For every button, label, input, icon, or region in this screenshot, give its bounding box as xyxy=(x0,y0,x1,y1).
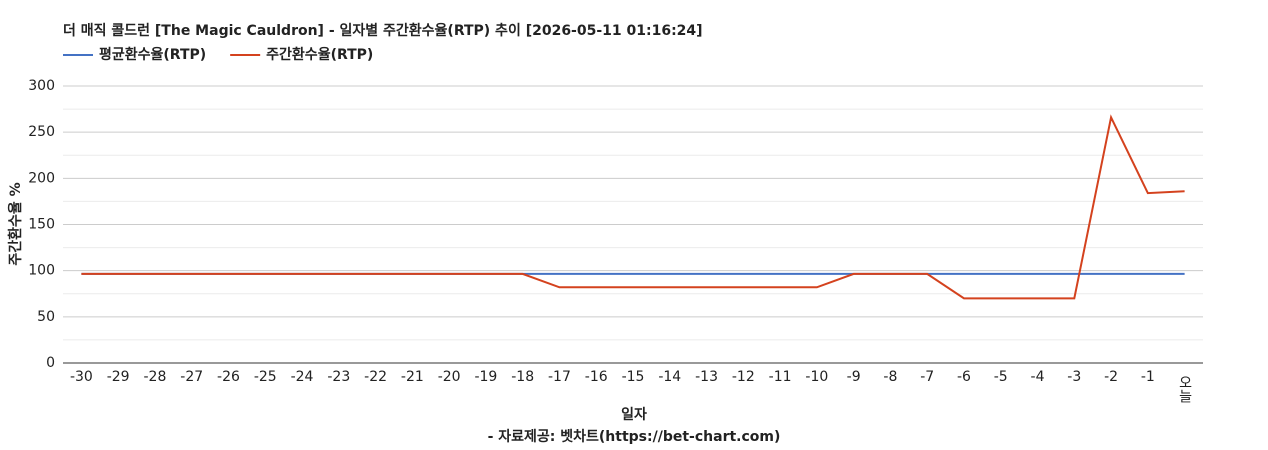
series-line xyxy=(81,114,1185,300)
x-tick-label: -25 xyxy=(254,369,277,385)
x-tick-label: -14 xyxy=(658,369,681,385)
y-tick-label: 150 xyxy=(28,217,55,233)
x-tick-label: -1 xyxy=(1141,369,1155,385)
x-tick-label: -28 xyxy=(143,369,166,385)
x-tick-label: -3 xyxy=(1067,369,1081,385)
legend-label: 평균환수율(RTP) xyxy=(99,46,206,63)
x-tick-label: -24 xyxy=(291,369,314,385)
x-tick-label: -22 xyxy=(364,369,387,385)
x-tick-label: -13 xyxy=(695,369,718,385)
x-tick-label: -4 xyxy=(1031,369,1045,385)
x-tick-label: -5 xyxy=(994,369,1008,385)
x-tick-label: -6 xyxy=(957,369,971,385)
x-tick-label: -30 xyxy=(70,369,93,385)
x-tick-label: -2 xyxy=(1104,369,1118,385)
x-axis-label: 일자 xyxy=(621,407,647,423)
x-tick-label: -12 xyxy=(732,369,755,385)
x-tick-label: -16 xyxy=(585,369,608,385)
x-tick-label: -8 xyxy=(883,369,897,385)
footer: - 자료제공: 벳차트(https://bet-chart.com) xyxy=(488,428,781,445)
x-tick-label: -15 xyxy=(622,369,645,385)
x-tick-label: -21 xyxy=(401,369,424,385)
y-tick-label: 300 xyxy=(28,78,55,94)
x-tick-label: -26 xyxy=(217,369,240,385)
legend-label: 주간환수율(RTP) xyxy=(266,46,373,63)
x-tick-label: -29 xyxy=(107,369,130,385)
x-tick-label: -20 xyxy=(438,369,461,385)
y-axis-label: 주간환수율 % xyxy=(7,182,24,265)
chart-title: 더 매직 콜드런 [The Magic Cauldron] - 일자별 주간환수… xyxy=(63,22,703,39)
y-tick-label: 100 xyxy=(28,263,55,279)
x-tick-label: -17 xyxy=(548,369,571,385)
x-tick-label: -11 xyxy=(769,369,792,385)
x-tick-label: 오늘 xyxy=(1177,375,1193,403)
y-tick-label: 50 xyxy=(37,309,55,325)
x-tick-label: -18 xyxy=(511,369,534,385)
x-tick-label: -23 xyxy=(327,369,350,385)
y-tick-label: 200 xyxy=(28,170,55,186)
x-tick-label: -19 xyxy=(474,369,497,385)
x-tick-label: -27 xyxy=(180,369,203,385)
x-tick-label: -9 xyxy=(847,369,861,385)
x-tick-label: -7 xyxy=(920,369,934,385)
x-tick-label: -10 xyxy=(805,369,828,385)
y-tick-label: 250 xyxy=(28,124,55,140)
y-tick-label: 0 xyxy=(46,355,55,371)
